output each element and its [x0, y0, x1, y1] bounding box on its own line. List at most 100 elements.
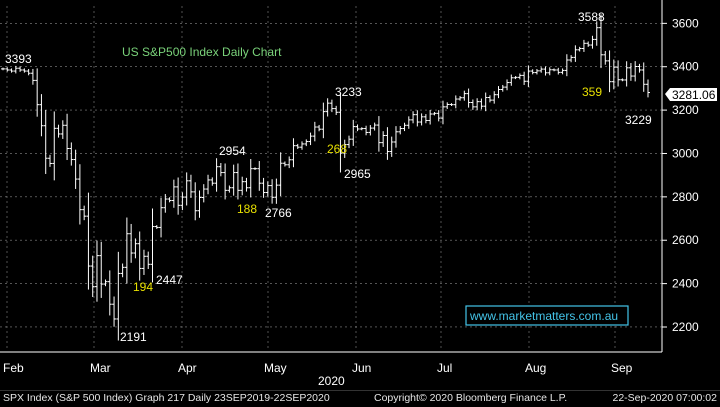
annotation-label: 188: [237, 202, 257, 216]
ohlc-bar: [223, 163, 228, 200]
ohlc-bar: [188, 174, 193, 198]
ohlc-bar: [304, 139, 309, 147]
ohlc-bar: [291, 138, 296, 168]
ohlc-bar: [39, 94, 44, 137]
ohlc-bar: [534, 68, 539, 75]
ohlc-bar: [381, 131, 386, 147]
annotation-label: 3229: [625, 113, 652, 127]
ohlc-bar: [462, 90, 467, 101]
ohlc-bar: [389, 136, 394, 157]
x-tick-label: Sep: [611, 361, 633, 375]
ohlc-bar: [206, 174, 211, 195]
ohlc-bar: [509, 74, 514, 86]
ohlc-bar: [163, 194, 168, 213]
ohlc-bar: [492, 91, 497, 104]
ohlc-bar: [483, 92, 488, 112]
ohlc-bar: [505, 79, 510, 91]
ohlc-bar: [624, 61, 629, 87]
ohlc-bar: [543, 66, 548, 76]
y-tick-label: 3400: [672, 60, 699, 74]
ohlc-bar: [107, 270, 112, 316]
y-tick-label: 3600: [672, 16, 699, 30]
ohlc-bar: [317, 124, 322, 132]
ohlc-bar: [517, 73, 522, 80]
ohlc-bar: [479, 98, 484, 110]
ohlc-bar: [599, 14, 604, 69]
ohlc-bar: [368, 125, 373, 136]
ohlc-bar: [116, 251, 121, 341]
x-tick-label: Jun: [352, 361, 371, 375]
chart-title: US S&P500 Index Daily Chart: [122, 45, 282, 59]
ohlc-bar: [406, 116, 411, 129]
watermark-box[interactable]: www.marketmatters.com.au: [465, 305, 629, 326]
ohlc-bar: [124, 217, 129, 284]
ohlc-bar: [278, 152, 283, 197]
ohlc-bar: [9, 68, 14, 73]
ohlc-bar: [342, 139, 347, 158]
grid: [0, 6, 662, 350]
ohlc-bar: [552, 68, 557, 72]
ohlc-bar: [270, 179, 275, 204]
ohlc-bar: [351, 119, 356, 146]
ohlc-bar: [372, 122, 377, 131]
ohlc-bar: [329, 99, 334, 113]
ohlc-bar: [581, 39, 586, 52]
ohlc-bar: [214, 158, 219, 192]
ohlc-bar: [82, 205, 87, 221]
ohlc-bar: [346, 135, 351, 149]
ohlc-bar: [611, 59, 616, 90]
ohlc-bar: [475, 98, 480, 111]
ohlc-bar: [257, 161, 262, 191]
ohlc-bar: [60, 120, 65, 139]
ohlc-bar: [18, 66, 23, 72]
ohlc-bar: [94, 240, 99, 302]
ohlc-bar: [56, 124, 61, 138]
watermark-link[interactable]: www.marketmatters.com.au: [469, 309, 618, 323]
y-tick-label: 2600: [672, 233, 699, 247]
ohlc-bar: [530, 69, 535, 75]
ohlc-bar: [633, 61, 638, 82]
annotation-label: 2954: [219, 144, 246, 158]
ohlc-bar: [398, 125, 403, 135]
ohlc-bar: [244, 177, 249, 192]
ohlc-bar: [47, 154, 52, 167]
ohlc-bar: [261, 177, 266, 198]
ohlc-bar: [5, 67, 10, 72]
ohlc-bar: [90, 255, 95, 298]
ohlc-bar: [218, 162, 223, 177]
ohlc-bar: [167, 197, 172, 203]
x-tick-label: Jul: [437, 361, 452, 375]
annotation-label: 359: [582, 85, 602, 99]
ohlc-bar: [1, 67, 5, 71]
ohlc-bar: [526, 65, 531, 87]
ohlc-bar: [440, 100, 445, 125]
ohlc-bar: [616, 60, 621, 87]
ohlc-bar: [573, 45, 578, 62]
ohlc-bar: [150, 208, 155, 283]
ohlc-bar: [235, 163, 240, 200]
ohlc-bar: [146, 251, 151, 270]
ohlc-bar: [137, 231, 142, 281]
ohlc-bar: [458, 96, 463, 101]
ohlc-bar: [449, 103, 454, 106]
ohlc-bar: [287, 156, 292, 169]
annotation-label: 2766: [265, 206, 292, 220]
ohlc-bar: [428, 109, 433, 125]
y-tick-label: 3200: [672, 103, 699, 117]
ohlc-bar: [312, 121, 317, 142]
ohlc-bar: [628, 63, 633, 81]
ohlc-bar: [603, 50, 608, 65]
ohlc-bars: [1, 14, 650, 341]
ohlc-bar: [112, 296, 117, 327]
ohlc-bar: [620, 78, 625, 82]
ohlc-bar: [513, 76, 518, 80]
ohlc-bar: [265, 181, 270, 197]
ohlc-bar: [496, 86, 501, 99]
ohlc-bar: [547, 67, 552, 76]
y-tick-label: 2400: [672, 277, 699, 291]
ohlc-bar: [240, 176, 245, 196]
ohlc-bar: [487, 95, 492, 103]
ohlc-bar: [577, 46, 582, 52]
annotation-label: 2965: [344, 167, 371, 181]
